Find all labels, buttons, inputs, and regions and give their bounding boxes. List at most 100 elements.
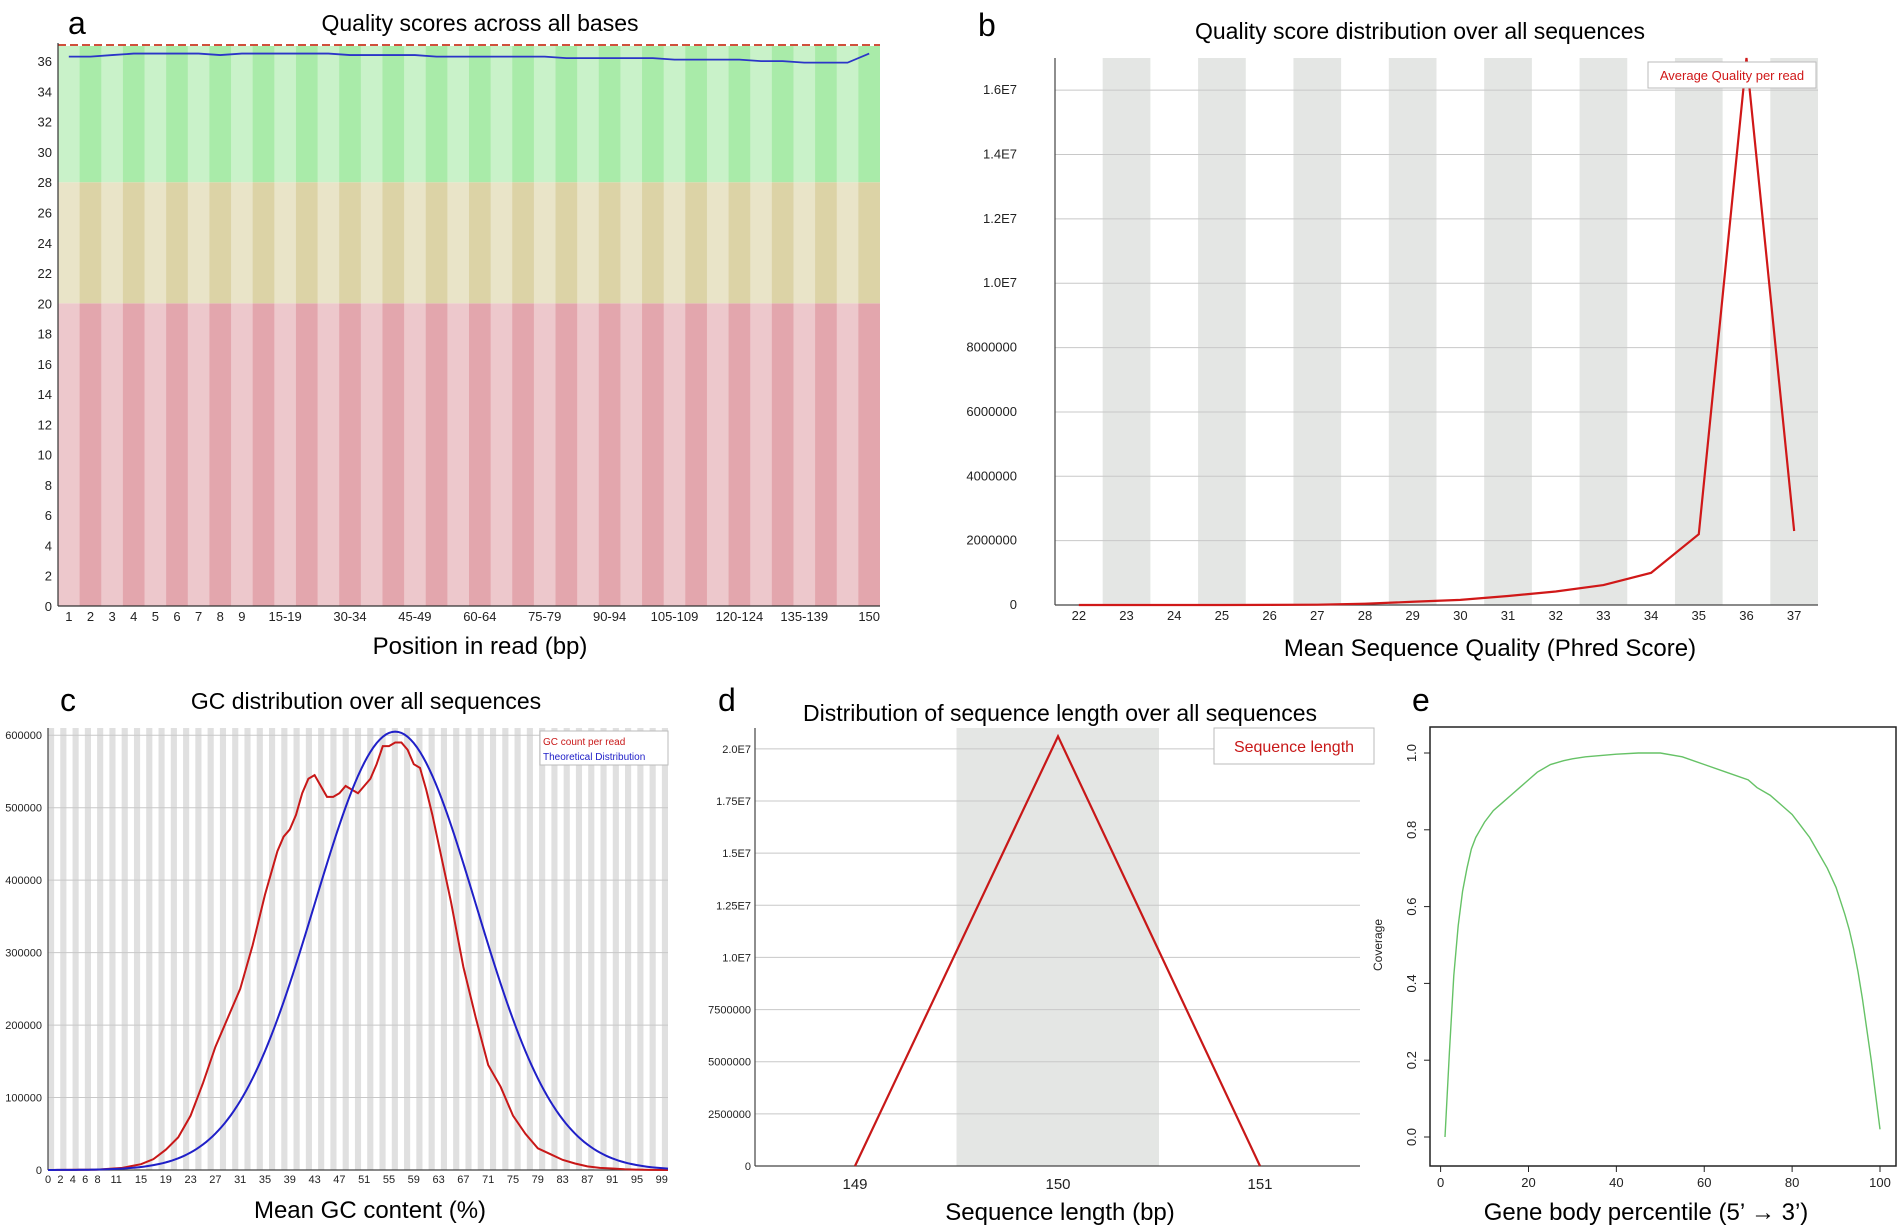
x-tick-label: 105-109: [651, 609, 699, 624]
column-stripe: [1674, 58, 1723, 605]
x-tick-label: 79: [532, 1174, 544, 1186]
y-tick-label: 2: [45, 569, 52, 584]
y-tick-label: 1.25E7: [716, 900, 751, 912]
y-tick-label: 28: [38, 175, 52, 190]
x-tick-label: 11: [110, 1174, 121, 1186]
x-tick-label: 6: [173, 609, 180, 624]
y-tick-label: 100000: [5, 1093, 42, 1105]
column-stripe: [244, 728, 251, 1170]
x-tick-label: 0: [1437, 1175, 1444, 1190]
column-stripe: [274, 46, 296, 606]
y-tick-label: 0: [1010, 597, 1017, 612]
y-tick-label: 30: [38, 145, 52, 160]
column-stripe: [588, 728, 595, 1170]
panel-letter: d: [718, 682, 736, 718]
column-stripe: [207, 728, 214, 1170]
x-tick-label: 8: [217, 609, 224, 624]
column-stripe: [477, 728, 484, 1170]
band-good: [58, 46, 880, 183]
panel-letter: a: [68, 5, 86, 41]
x-tick-label: 29: [1405, 608, 1419, 623]
column-stripe: [121, 728, 128, 1170]
x-tick-label: 23: [184, 1174, 196, 1186]
x-tick-label: 36: [1739, 608, 1753, 623]
column-stripe: [428, 728, 435, 1170]
y-tick-label: 1.0: [1404, 744, 1419, 762]
y-tick-label: 16: [38, 357, 52, 372]
x-tick-label: 151: [1247, 1176, 1272, 1193]
legend-box: [539, 730, 669, 766]
column-stripe: [72, 728, 79, 1170]
y-tick-label: 4000000: [966, 468, 1017, 483]
column-stripe: [514, 728, 521, 1170]
x-tick-label: 19: [160, 1174, 172, 1186]
column-stripe: [256, 728, 263, 1170]
x-axis-label: Sequence length (bp): [945, 1199, 1175, 1226]
x-tick-label: 83: [556, 1174, 568, 1186]
y-tick-label: 2000000: [966, 533, 1017, 548]
legend-box: [1213, 727, 1375, 765]
y-tick-label: 0.0: [1404, 1128, 1419, 1146]
column-stripe: [577, 46, 599, 606]
column-stripe: [440, 728, 448, 1170]
x-tick-label: 20: [1521, 1175, 1535, 1190]
x-tick-label: 31: [234, 1174, 246, 1186]
column-stripe: [158, 728, 165, 1170]
y-tick-label: 1.75E7: [716, 796, 751, 808]
column-stripe: [1388, 58, 1437, 605]
column-stripe: [109, 728, 116, 1170]
column-stripe: [404, 728, 411, 1170]
column-stripe: [183, 728, 190, 1170]
column-stripe: [1102, 58, 1151, 605]
y-tick-label: 0: [36, 1165, 42, 1177]
column-stripe: [489, 728, 497, 1170]
column-stripe: [170, 728, 177, 1170]
x-tick-label: 15: [135, 1174, 147, 1186]
panel-c: c GC distribution over all sequences 0 10…: [5, 682, 669, 1224]
y-tick-label: 20: [38, 296, 52, 311]
x-tick-label: 99: [656, 1174, 668, 1186]
y-tick-label: 600000: [5, 730, 42, 742]
x-tick-label: 90-94: [593, 609, 626, 624]
y-tick-label: 6000000: [966, 404, 1017, 419]
x-tick-label: 27: [209, 1174, 221, 1186]
column-stripe: [600, 728, 607, 1170]
x-tick-label: 3: [108, 609, 115, 624]
y-tick-label: 200000: [5, 1020, 42, 1032]
x-tick-label: 40: [1609, 1175, 1623, 1190]
x-axis-label: Mean GC content (%): [254, 1197, 486, 1224]
legend-entry: GC count per read: [543, 737, 625, 748]
column-stripe: [97, 728, 104, 1170]
y-tick-label: 34: [38, 84, 52, 99]
column-stripe: [551, 728, 558, 1170]
column-stripe: [379, 728, 386, 1170]
column-stripe: [187, 46, 210, 606]
column-stripe: [231, 46, 253, 606]
panel-letter: b: [978, 7, 996, 43]
column-stripe: [391, 728, 398, 1170]
x-tick-label: 35: [1692, 608, 1706, 623]
column-stripe: [219, 728, 227, 1170]
panel-e: e 0 20 40 60 80 100 0.0 0.2 0.4 0.6 0.8 1.0 Coverage…: [1371, 682, 1897, 1226]
x-tick-label: 33: [1596, 608, 1610, 623]
x-tick-label: 7: [195, 609, 202, 624]
y-tick-label: 8000000: [966, 340, 1017, 355]
y-tick-label: 0: [745, 1161, 751, 1173]
panel-letter: c: [60, 682, 76, 718]
x-tick-label: 67: [457, 1174, 469, 1186]
x-axis-label: Gene body percentile (5’ → 3’): [1484, 1199, 1809, 1226]
y-tick-label: 2500000: [708, 1109, 751, 1121]
series-line-gc-count: [47, 741, 669, 1171]
series-line: [854, 733, 1261, 1167]
x-tick-label: 43: [308, 1174, 320, 1186]
y-tick-label: 10: [38, 448, 52, 463]
column-stripe: [305, 728, 312, 1170]
x-tick-label: 31: [1501, 608, 1515, 623]
column-stripe: [360, 46, 383, 606]
x-tick-label: 37: [1787, 608, 1801, 623]
x-tick-label: 75: [507, 1174, 519, 1186]
x-tick-label: 6: [82, 1174, 88, 1186]
x-tick-label: 60: [1697, 1175, 1711, 1190]
y-tick-label: 1.5E7: [722, 848, 751, 860]
